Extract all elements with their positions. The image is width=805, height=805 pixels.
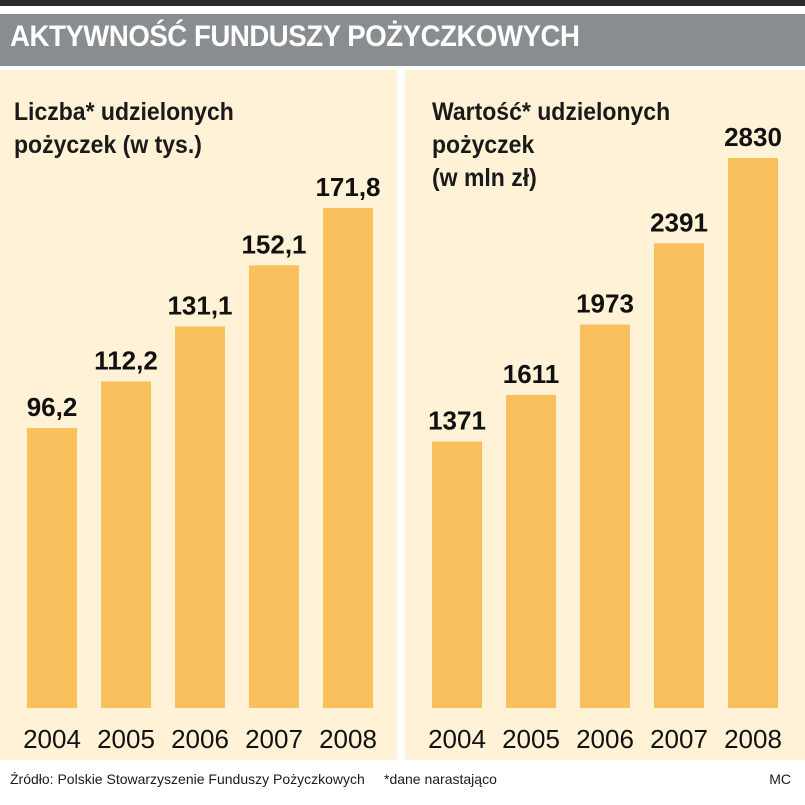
value-label-right-2007: 2391 bbox=[650, 207, 708, 237]
chart-right-title-line: pożyczek bbox=[432, 131, 535, 159]
chart-left-title: Liczba* udzielonych pożyczek (w tys.) bbox=[14, 96, 234, 162]
bar-right-2006 bbox=[580, 324, 630, 708]
page-title: AKTYWNOŚĆ FUNDUSZY POŻYCZKOWYCH bbox=[10, 20, 580, 53]
source-note: Źródło: Polskie Stowarzyszenie Funduszy … bbox=[10, 771, 365, 787]
year-label-left-2007: 2007 bbox=[245, 724, 303, 754]
year-label-left-2006: 2006 bbox=[171, 724, 229, 754]
panel-divider bbox=[397, 70, 405, 760]
value-label-left-2004: 96,2 bbox=[27, 392, 78, 422]
bar-right-2004 bbox=[432, 441, 482, 708]
chart-right-title: Wartość* udzielonych pożyczek (w mln zł) bbox=[432, 96, 670, 195]
year-label-left-2005: 2005 bbox=[97, 724, 155, 754]
footer: Źródło: Polskie Stowarzyszenie Funduszy … bbox=[0, 760, 805, 805]
year-label-right-2005: 2005 bbox=[502, 724, 560, 754]
value-label-left-2007: 152,1 bbox=[241, 229, 306, 259]
value-label-left-2005: 112,2 bbox=[94, 345, 158, 375]
bar-left-2008 bbox=[323, 208, 373, 708]
bar-right-2007 bbox=[654, 243, 704, 708]
chart-left-title-line: pożyczek (w tys.) bbox=[14, 131, 202, 159]
value-label-left-2006: 131,1 bbox=[167, 290, 232, 320]
chart-right-title-line: Wartość* udzielonych bbox=[432, 98, 671, 126]
chart-right-title-line: (w mln zł) bbox=[432, 164, 537, 192]
title-bar: AKTYWNOŚĆ FUNDUSZY POŻYCZKOWYCH bbox=[0, 12, 805, 66]
value-label-right-2008: 2830 bbox=[724, 122, 782, 152]
bar-left-2005 bbox=[101, 381, 151, 708]
value-label-right-2004: 1371 bbox=[428, 406, 486, 436]
bar-right-2008 bbox=[728, 158, 778, 708]
year-label-right-2004: 2004 bbox=[428, 724, 486, 754]
asterisk-note: *dane narastająco bbox=[384, 771, 497, 787]
bar-left-2004 bbox=[27, 428, 77, 708]
year-label-left-2004: 2004 bbox=[23, 724, 81, 754]
value-label-right-2006: 1973 bbox=[576, 289, 634, 319]
top-rule bbox=[0, 0, 805, 6]
value-label-right-2005: 1611 bbox=[503, 359, 559, 389]
author-credit: MC bbox=[769, 771, 791, 787]
bar-left-2007 bbox=[249, 265, 299, 708]
year-label-left-2008: 2008 bbox=[319, 724, 377, 754]
value-label-left-2008: 171,8 bbox=[315, 172, 380, 202]
chart-left-title-line: Liczba* udzielonych bbox=[14, 98, 234, 126]
year-label-right-2006: 2006 bbox=[576, 724, 634, 754]
bar-left-2006 bbox=[175, 326, 225, 708]
bar-right-2005 bbox=[506, 394, 556, 708]
year-label-right-2007: 2007 bbox=[650, 724, 708, 754]
year-label-right-2008: 2008 bbox=[724, 724, 782, 754]
